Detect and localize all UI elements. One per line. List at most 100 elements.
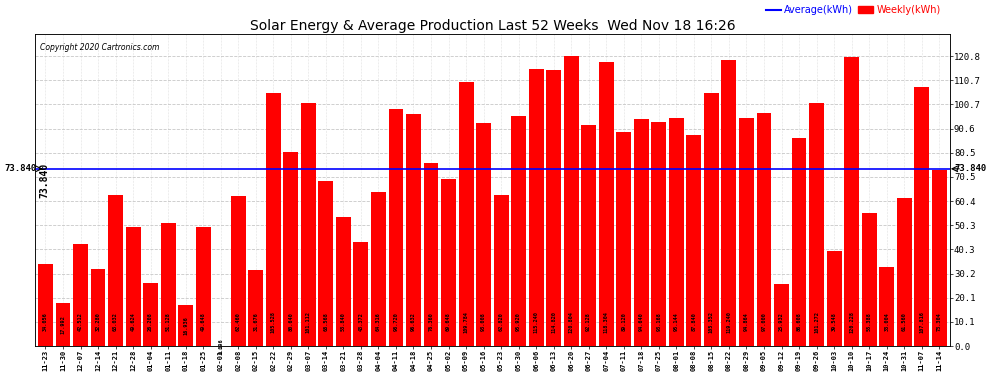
Bar [546, 70, 561, 346]
Text: 101.272: 101.272 [814, 311, 819, 333]
Bar [38, 264, 52, 346]
Text: 115.240: 115.240 [534, 311, 539, 333]
Bar [196, 227, 211, 346]
Bar [160, 224, 175, 346]
Bar [844, 57, 859, 346]
Legend: Average(kWh), Weekly(kWh): Average(kWh), Weekly(kWh) [762, 2, 944, 19]
Text: 92.128: 92.128 [586, 313, 591, 332]
Bar [651, 122, 666, 346]
Bar [266, 93, 281, 346]
Text: 51.128: 51.128 [165, 313, 170, 332]
Bar [932, 170, 946, 346]
Text: 43.372: 43.372 [358, 313, 363, 332]
Bar [353, 242, 368, 346]
Text: 17.992: 17.992 [60, 315, 65, 334]
Text: 42.512: 42.512 [78, 313, 83, 332]
Text: 109.784: 109.784 [463, 311, 468, 333]
Bar [476, 123, 491, 346]
Text: 49.624: 49.624 [131, 313, 136, 332]
Bar [55, 303, 70, 346]
Bar [458, 82, 473, 346]
Text: 93.168: 93.168 [656, 313, 661, 332]
Text: 49.648: 49.648 [201, 313, 206, 332]
Bar [861, 213, 876, 346]
Bar [406, 114, 421, 346]
Text: 120.228: 120.228 [849, 311, 854, 333]
Bar [722, 60, 737, 346]
Text: 107.816: 107.816 [919, 311, 925, 333]
Text: 39.548: 39.548 [832, 313, 837, 332]
Bar [494, 195, 509, 346]
Bar [529, 69, 544, 346]
Bar [371, 192, 386, 346]
Text: 87.840: 87.840 [691, 313, 696, 332]
Text: 73.840: 73.840 [954, 164, 987, 173]
Text: 62.460: 62.460 [236, 313, 241, 332]
Text: 95.920: 95.920 [516, 313, 521, 332]
Bar [301, 104, 316, 346]
Bar [599, 62, 614, 346]
Bar [827, 251, 842, 346]
Text: 34.056: 34.056 [43, 313, 48, 332]
Bar [511, 116, 526, 346]
Text: 80.640: 80.640 [288, 313, 293, 332]
Bar [879, 267, 894, 346]
Bar [388, 109, 403, 346]
Text: 94.864: 94.864 [743, 313, 749, 332]
Bar [144, 283, 158, 346]
Text: 93.008: 93.008 [481, 313, 486, 332]
Bar [108, 195, 123, 346]
Bar [126, 227, 141, 346]
Text: 105.352: 105.352 [709, 311, 714, 333]
Bar [424, 163, 439, 346]
Text: 68.568: 68.568 [324, 313, 329, 332]
Bar [283, 153, 298, 346]
Text: 98.720: 98.720 [393, 313, 398, 332]
Bar [617, 132, 632, 346]
Text: 96.632: 96.632 [411, 313, 416, 332]
Text: 62.820: 62.820 [499, 313, 504, 332]
Text: 101.112: 101.112 [306, 311, 311, 333]
Text: 32.280: 32.280 [96, 313, 101, 332]
Bar [231, 196, 246, 346]
Text: 26.208: 26.208 [148, 313, 153, 332]
Text: 53.840: 53.840 [341, 313, 346, 332]
Bar [634, 119, 648, 346]
Bar [914, 87, 930, 346]
Text: 31.676: 31.676 [253, 313, 258, 332]
Bar [178, 306, 193, 346]
Text: 86.608: 86.608 [797, 313, 802, 332]
Bar [442, 179, 456, 346]
Text: 94.640: 94.640 [639, 313, 644, 332]
Text: 119.240: 119.240 [727, 311, 732, 333]
Bar [336, 217, 350, 346]
Text: 16.936: 16.936 [183, 316, 188, 335]
Bar [91, 268, 106, 346]
Text: 73.840: 73.840 [4, 164, 37, 173]
Bar [809, 103, 824, 346]
Text: 63.032: 63.032 [113, 313, 118, 332]
Text: 105.528: 105.528 [271, 311, 276, 333]
Bar [686, 135, 701, 346]
Bar [704, 93, 719, 346]
Bar [73, 244, 88, 346]
Text: Copyright 2020 Cartronics.com: Copyright 2020 Cartronics.com [40, 44, 159, 52]
Bar [756, 113, 771, 346]
Text: 114.820: 114.820 [551, 311, 556, 333]
Text: 73.840: 73.840 [40, 162, 50, 198]
Bar [739, 118, 754, 346]
Text: 61.560: 61.560 [902, 313, 907, 332]
Bar [581, 125, 596, 346]
Bar [774, 284, 789, 346]
Text: 64.316: 64.316 [376, 313, 381, 332]
Text: 73.304: 73.304 [937, 313, 941, 332]
Bar [669, 118, 684, 346]
Text: 120.804: 120.804 [568, 311, 574, 333]
Text: 76.360: 76.360 [429, 313, 434, 332]
Text: 89.120: 89.120 [622, 313, 627, 332]
Text: 25.932: 25.932 [779, 313, 784, 332]
Bar [563, 56, 579, 346]
Bar [792, 138, 807, 346]
Text: 55.388: 55.388 [866, 313, 871, 332]
Text: 97.000: 97.000 [761, 313, 766, 332]
